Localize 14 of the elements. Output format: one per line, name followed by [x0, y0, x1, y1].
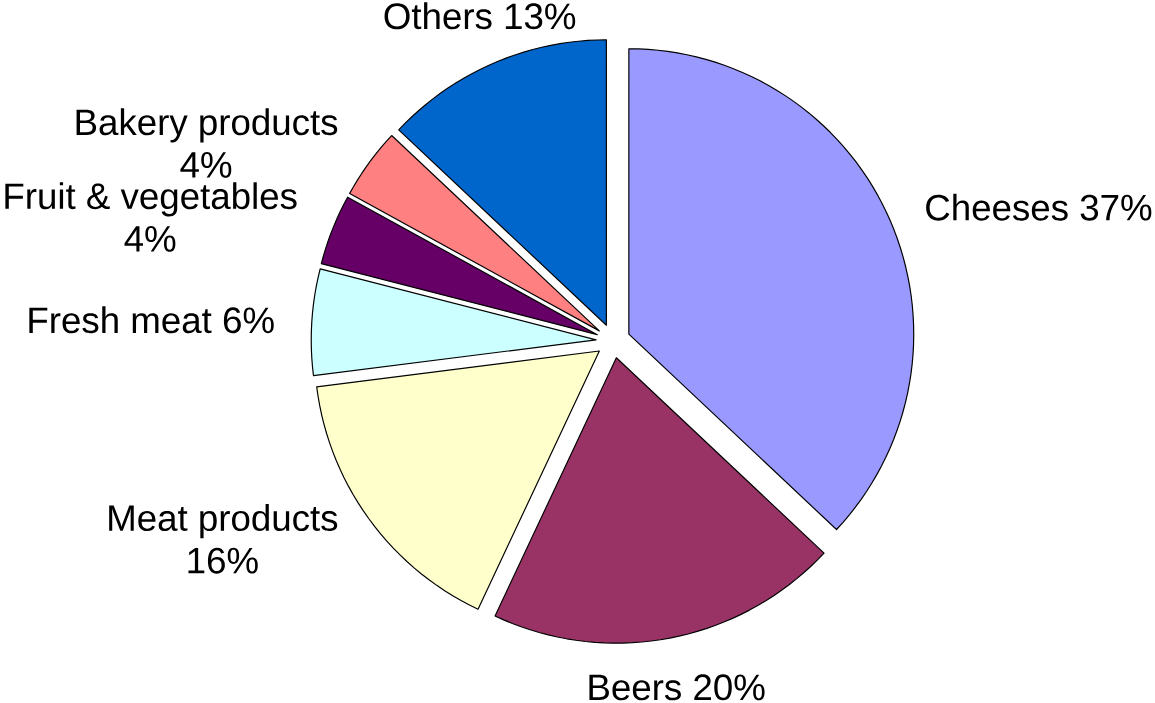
data-label: 4%: [180, 152, 232, 178]
data-label: 4%: [124, 226, 176, 252]
slice-label: Cheeses: [926, 193, 1068, 221]
slice-label: Others: [384, 2, 492, 30]
data-label: 20%: [694, 674, 765, 701]
slice-label: Fruit & vegetables: [5, 182, 297, 217]
data-label: 16%: [188, 547, 258, 574]
slice-label: Meat products: [109, 504, 338, 539]
data-label: 37%: [1080, 194, 1152, 221]
slice-label: Bakery products: [76, 108, 338, 143]
data-label: 6%: [223, 307, 274, 334]
slice-label: Fresh meat: [29, 306, 212, 334]
data-label: 13%: [505, 3, 576, 30]
slice-label: Beers: [589, 674, 681, 701]
